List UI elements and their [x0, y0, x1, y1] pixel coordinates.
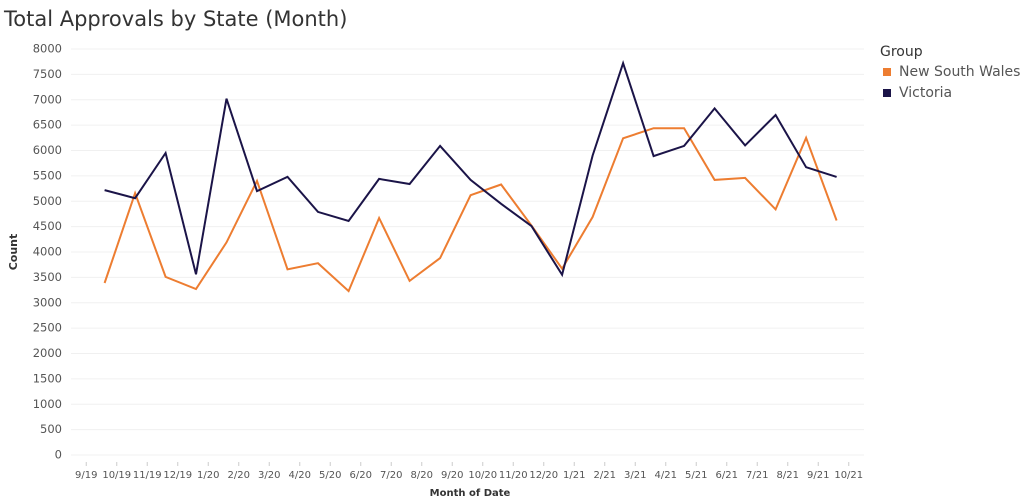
x-tick-label: 1/20 [197, 470, 219, 481]
x-tick-label: 12/19 [163, 470, 192, 481]
x-tick-label: 10/21 [834, 470, 863, 481]
y-tick-label: 6000 [33, 143, 62, 157]
y-tick-label: 3500 [33, 270, 62, 284]
legend-label: Victoria [899, 85, 952, 101]
y-tick-label: 5500 [33, 168, 62, 182]
y-tick-label: 5000 [33, 194, 62, 208]
line-series [103, 127, 838, 293]
x-tick-label: 6/21 [716, 470, 738, 481]
x-tick-label: 7/20 [380, 470, 402, 481]
y-tick-label: 2000 [33, 346, 62, 360]
y-tick-label: 7000 [33, 92, 62, 106]
x-tick-label: 8/20 [411, 470, 433, 481]
y-tick-label: 4000 [33, 245, 62, 259]
legend-swatch [883, 89, 891, 97]
x-axis-label: Month of Date [430, 488, 511, 499]
x-tick-label: 7/21 [746, 470, 768, 481]
x-tick-label: 11/20 [499, 470, 528, 481]
x-tick-label: 3/21 [624, 470, 646, 481]
x-tick-label: 8/21 [777, 470, 799, 481]
x-tick-label: 10/20 [468, 470, 497, 481]
y-tick-label: 4500 [33, 219, 62, 233]
x-tick-label: 4/21 [655, 470, 677, 481]
legend-title: Group [880, 44, 923, 60]
y-axis-label: Count [7, 234, 20, 271]
x-tick-label: 4/20 [289, 470, 311, 481]
x-tick-label: 9/20 [441, 470, 463, 481]
y-tick-label: 0 [55, 448, 62, 462]
x-tick-label: 12/20 [529, 470, 558, 481]
y-tick-label: 7500 [33, 67, 62, 81]
x-tick-label: 5/21 [685, 470, 707, 481]
chart-title: Total Approvals by State (Month) [3, 7, 347, 31]
x-tick-label: 2/20 [228, 470, 250, 481]
legend-label: New South Wales [899, 64, 1020, 80]
x-tick-label: 5/20 [319, 470, 341, 481]
y-tick-label: 1500 [33, 371, 62, 385]
x-tick-label: 11/19 [133, 470, 162, 481]
x-tick-label: 9/19 [75, 470, 97, 481]
y-tick-label: 2500 [33, 321, 62, 335]
y-tick-label: 3000 [33, 295, 62, 309]
line-series [104, 60, 837, 278]
y-tick-label: 6500 [33, 118, 62, 132]
x-tick-label: 9/21 [807, 470, 829, 481]
x-tick-label: 6/20 [350, 470, 372, 481]
x-tick-label: 10/19 [102, 470, 131, 481]
y-tick-label: 1000 [33, 397, 62, 411]
x-tick-label: 2/21 [594, 470, 616, 481]
legend-swatch [883, 68, 891, 76]
x-tick-label: 3/20 [258, 470, 280, 481]
y-tick-label: 8000 [33, 42, 62, 56]
x-tick-label: 1/21 [563, 470, 585, 481]
y-tick-label: 500 [40, 422, 62, 436]
